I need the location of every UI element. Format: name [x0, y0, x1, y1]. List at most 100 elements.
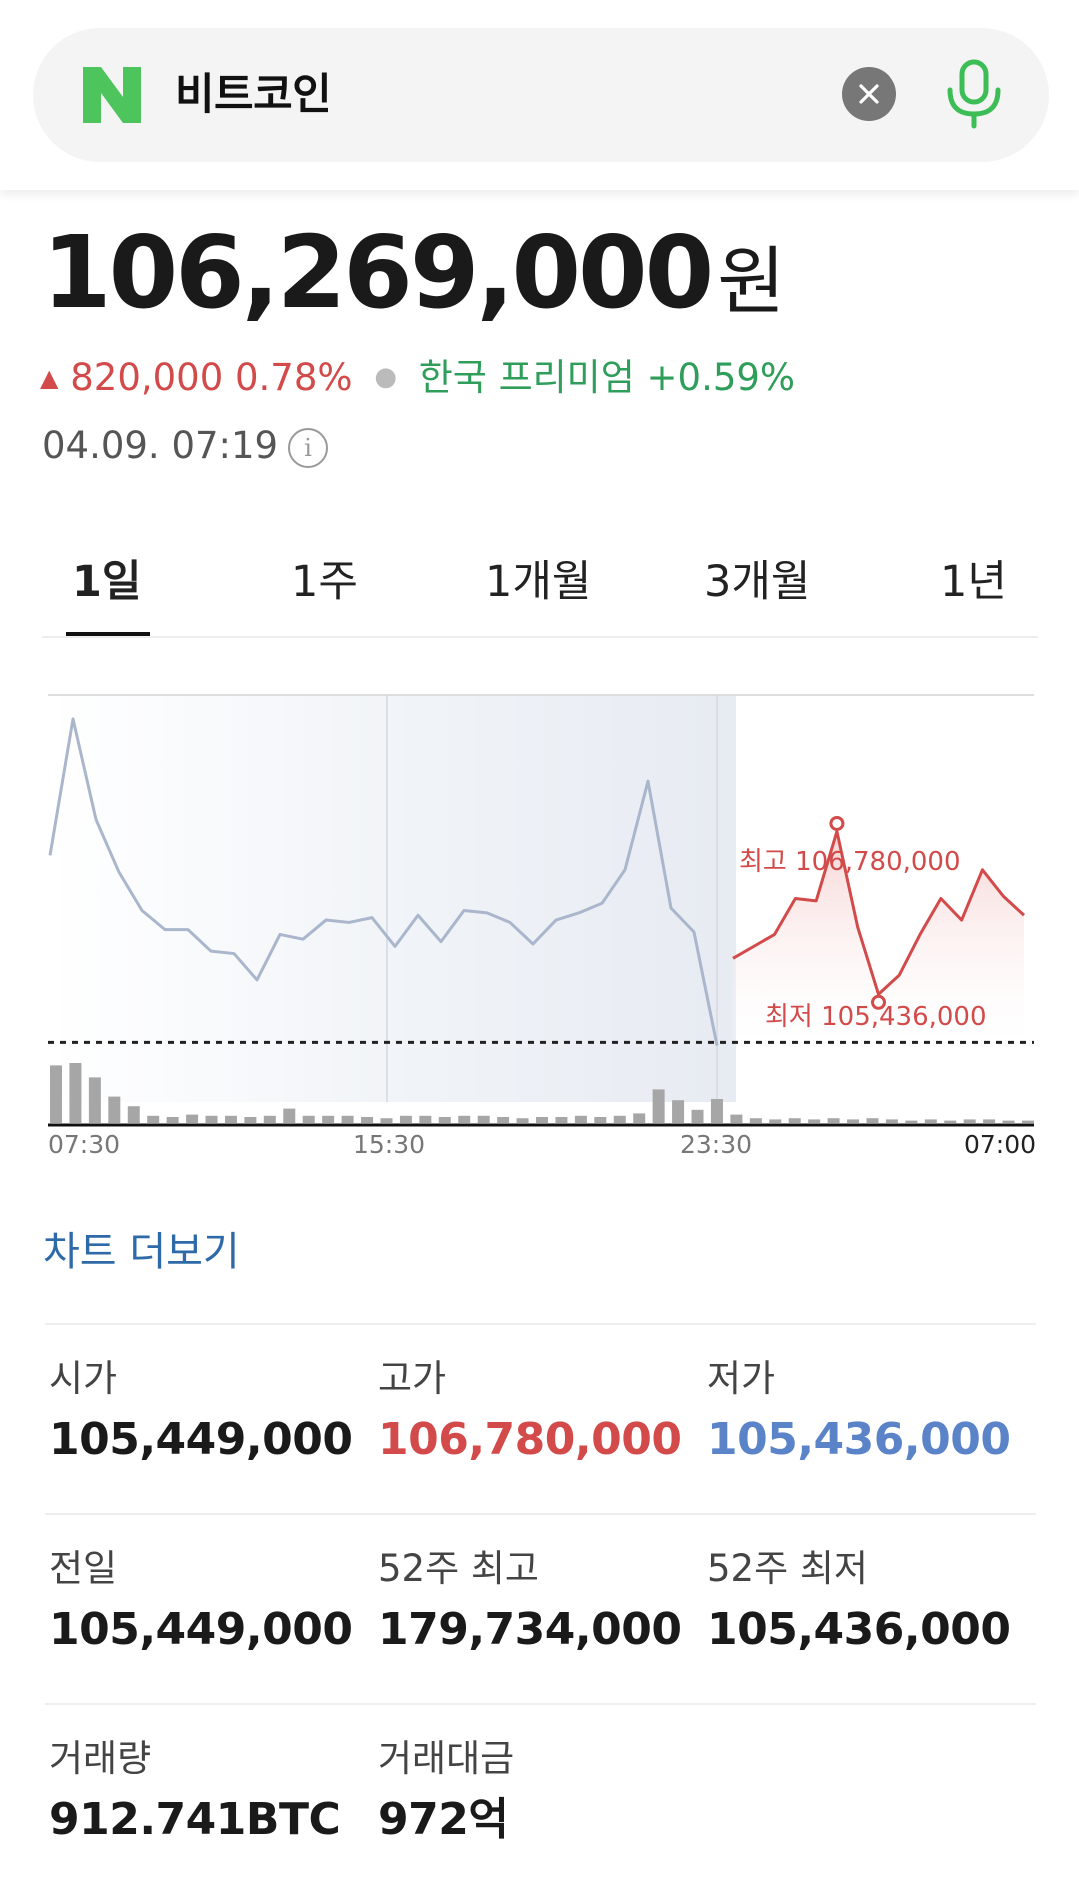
stat-label: 52주 최저: [707, 1547, 868, 1590]
separator-dot: ●: [374, 362, 397, 392]
stat-value: 106,780,000: [378, 1414, 682, 1465]
volume-bar: [633, 1113, 646, 1123]
stat-label: 52주 최고: [378, 1547, 539, 1590]
stat-52w-high: 52주 최고 179,734,000: [378, 1545, 682, 1659]
timestamp-text: 04.09. 07:19: [42, 424, 279, 467]
volume-bar: [419, 1115, 432, 1123]
stats-row: 시가 105,449,000 고가 106,780,000 저가 105,436…: [45, 1323, 1036, 1513]
volume-bar: [147, 1115, 160, 1123]
korea-premium[interactable]: 한국 프리미엄 +0.59%: [418, 356, 796, 399]
volume-bar: [166, 1117, 179, 1123]
up-arrow-icon: ▲: [40, 364, 59, 392]
volume-bar: [924, 1119, 937, 1123]
stat-label: 시가: [49, 1357, 118, 1400]
volume-bar: [458, 1115, 471, 1123]
price-chart[interactable]: 최고 106,780,000 최저 105,436,000 07:30 15:3…: [40, 688, 1040, 1168]
low-label: 최저 105,436,000: [765, 1002, 987, 1032]
x-tick-label: 07:30: [48, 1130, 120, 1159]
search-header: 비트코인: [0, 0, 1079, 190]
stats-grid: 시가 105,449,000 고가 106,780,000 저가 105,436…: [45, 1323, 1036, 1893]
search-input[interactable]: 비트코인: [175, 70, 332, 120]
volume-bar: [827, 1118, 840, 1123]
past-period-shade: [48, 695, 736, 1102]
volume-bar: [710, 1099, 723, 1123]
volume-bar: [322, 1115, 335, 1123]
volume-bar: [808, 1119, 821, 1123]
stat-trade-value: 거래대금 972억: [378, 1735, 514, 1849]
volume-bar: [963, 1119, 976, 1123]
volume-bar: [127, 1106, 140, 1123]
low-marker: [871, 994, 886, 1010]
close-icon: [859, 84, 879, 104]
volume-bar: [283, 1108, 296, 1123]
volume-bar: [399, 1115, 412, 1123]
search-bar[interactable]: 비트코인: [33, 28, 1049, 162]
naver-logo-icon[interactable]: [83, 67, 141, 123]
stat-value: 912.741BTC: [49, 1794, 341, 1845]
tab-1-week[interactable]: 1주: [291, 557, 358, 607]
volume-bar: [788, 1118, 801, 1123]
clear-search-button[interactable]: [842, 67, 896, 121]
x-tick-label: 23:30: [680, 1130, 752, 1159]
volume-bar: [224, 1115, 237, 1123]
volume-bar: [50, 1065, 62, 1123]
stat-label: 고가: [378, 1357, 447, 1400]
microphone-icon[interactable]: [939, 58, 1009, 130]
stat-value: 105,436,000: [707, 1414, 1011, 1465]
stat-label: 저가: [707, 1357, 776, 1400]
volume-bar: [691, 1109, 704, 1123]
stat-value: 105,449,000: [49, 1604, 353, 1655]
volume-bar: [302, 1115, 315, 1123]
volume-bar: [1002, 1120, 1015, 1123]
stats-row: 전일 105,449,000 52주 최고 179,734,000 52주 최저…: [45, 1513, 1036, 1703]
period-tabs: 1일 1주 1개월 3개월 1년: [42, 540, 1038, 638]
x-tick-label: 07:00: [964, 1130, 1036, 1159]
tab-1-month[interactable]: 1개월: [485, 557, 592, 607]
active-tab-indicator: [66, 632, 150, 636]
price-unit: 원: [717, 239, 785, 325]
volume-bar: [613, 1115, 626, 1123]
volume-bar: [944, 1120, 957, 1123]
current-price: 106,269,000원: [42, 218, 785, 337]
volume-bar: [186, 1114, 199, 1123]
stat-low: 저가 105,436,000: [707, 1355, 1011, 1469]
volume-bar: [730, 1114, 743, 1123]
volume-bar: [244, 1117, 257, 1123]
high-marker: [829, 815, 845, 831]
stat-prev-close: 전일 105,449,000: [49, 1545, 353, 1659]
volume-bar: [263, 1115, 276, 1123]
volume-bar: [205, 1115, 218, 1123]
tab-3-months[interactable]: 3개월: [704, 557, 811, 607]
tab-1-year[interactable]: 1년: [940, 557, 1007, 607]
volume-bar: [1022, 1120, 1034, 1123]
stat-value: 105,436,000: [707, 1604, 1011, 1655]
volume-bar: [749, 1118, 762, 1123]
volume-bar: [516, 1118, 529, 1123]
past-price-line: [48, 717, 719, 1046]
stat-value: 972억: [378, 1794, 509, 1845]
volume-bar: [536, 1117, 548, 1123]
stat-open: 시가 105,449,000: [49, 1355, 353, 1469]
volume-bar: [88, 1077, 101, 1123]
tab-1-day[interactable]: 1일: [72, 557, 142, 607]
price-timestamp: 04.09. 07:19 i: [42, 424, 329, 468]
price-change-line: ▲ 820,000 0.78% ● 한국 프리미엄 +0.59%: [40, 355, 795, 400]
high-label: 최고 106,780,000: [739, 847, 961, 877]
stats-row: 거래량 912.741BTC 거래대금 972억: [45, 1703, 1036, 1893]
info-icon[interactable]: i: [288, 428, 329, 468]
price-change: 820,000 0.78%: [70, 356, 353, 399]
volume-bar: [574, 1115, 587, 1123]
stat-label: 전일: [49, 1547, 118, 1590]
volume-bar: [477, 1115, 490, 1123]
stat-52w-low: 52주 최저 105,436,000: [707, 1545, 1011, 1659]
volume-bar: [438, 1117, 451, 1123]
volume-bar: [341, 1115, 354, 1123]
stat-label: 거래량: [49, 1737, 152, 1780]
stat-value: 105,449,000: [49, 1414, 353, 1465]
volume-bar: [361, 1117, 374, 1123]
volume-bar: [847, 1119, 860, 1123]
chart-more-link[interactable]: 차트 더보기: [43, 1229, 240, 1275]
stat-value: 179,734,000: [378, 1604, 682, 1655]
stat-volume: 거래량 912.741BTC: [49, 1735, 341, 1849]
x-tick-label: 15:30: [353, 1130, 425, 1159]
